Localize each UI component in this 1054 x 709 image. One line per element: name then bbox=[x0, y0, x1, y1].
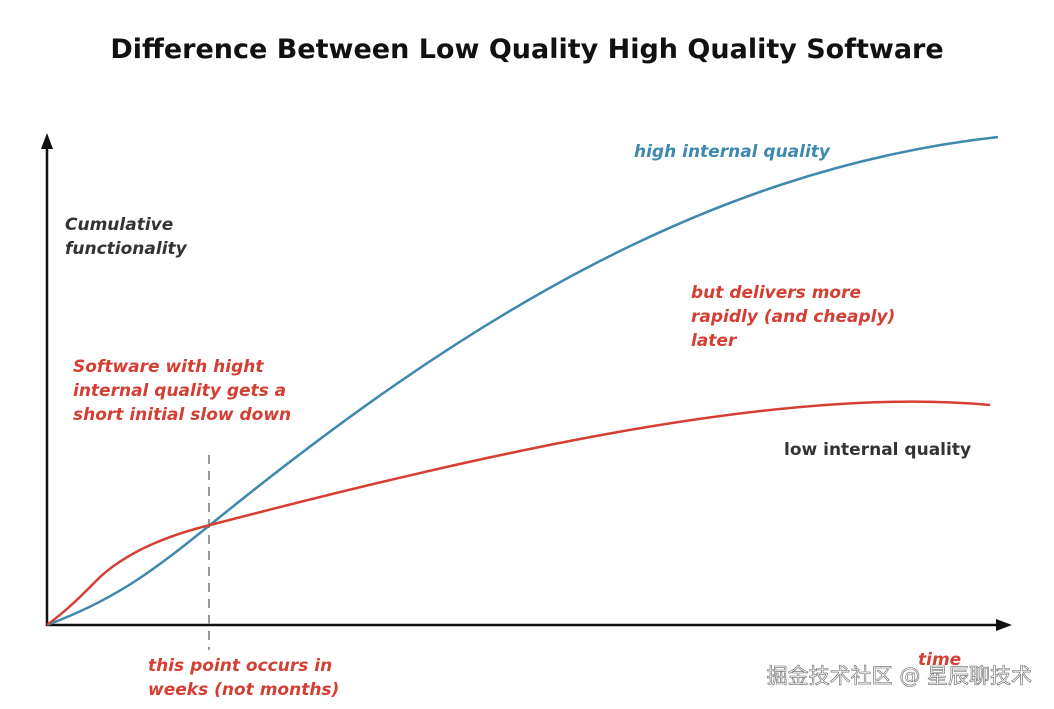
x-arrow bbox=[996, 619, 1012, 631]
curve-label: low internal quality bbox=[784, 440, 971, 460]
annotation: but delivers more bbox=[691, 283, 861, 303]
x-label: time bbox=[918, 650, 961, 670]
title: Difference Between Low Quality High Qual… bbox=[110, 34, 943, 65]
annotation: short initial slow down bbox=[73, 405, 291, 425]
watermark: 掘金技术社区 @ 星辰聊技术 bbox=[767, 664, 1032, 688]
curve-label: high internal quality bbox=[634, 142, 831, 162]
annotation: internal quality gets a bbox=[73, 381, 286, 401]
y-label: Cumulative bbox=[65, 215, 173, 235]
annotation: Software with hight bbox=[73, 357, 264, 377]
annotation: this point occurs in bbox=[148, 656, 332, 676]
low-quality-curve bbox=[46, 400, 991, 627]
y-label: functionality bbox=[65, 239, 188, 259]
annotation: later bbox=[691, 331, 738, 351]
annotation: weeks (not months) bbox=[148, 680, 339, 700]
y-arrow bbox=[41, 133, 53, 149]
annotation: rapidly (and cheaply) bbox=[691, 307, 895, 327]
high-quality-curve bbox=[46, 135, 999, 627]
